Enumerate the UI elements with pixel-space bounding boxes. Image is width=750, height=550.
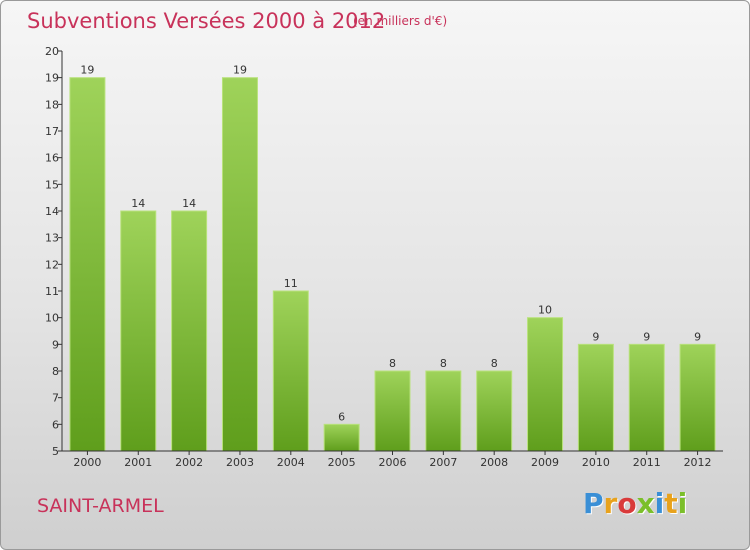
- x-tick-label-2012: 2012: [684, 456, 712, 469]
- data-label-2010: 9: [592, 330, 599, 343]
- logo-letter: o: [617, 487, 637, 520]
- chart-title: Subventions Versées 2000 à 2012: [27, 9, 386, 33]
- x-tick-label-2008: 2008: [480, 456, 508, 469]
- logo-letter: P: [583, 487, 604, 520]
- x-tick-label-2001: 2001: [124, 456, 152, 469]
- bar-2006: [374, 370, 411, 452]
- x-tick-label-2002: 2002: [175, 456, 203, 469]
- x-tick-label-2005: 2005: [328, 456, 356, 469]
- data-label-2011: 9: [643, 330, 650, 343]
- bars-group: [69, 77, 716, 452]
- y-tick-label-16: 16: [45, 152, 59, 165]
- bar-2003: [221, 77, 258, 452]
- data-label-2003: 19: [233, 64, 247, 77]
- data-label-2000: 19: [80, 64, 94, 77]
- bar-2005: [323, 423, 360, 452]
- data-label-2012: 9: [694, 330, 701, 343]
- logo-letter: x: [636, 487, 655, 520]
- y-tick-label-10: 10: [45, 312, 59, 325]
- logo-letter: r: [603, 487, 618, 520]
- y-tick-label-12: 12: [45, 258, 59, 271]
- bar-2007: [425, 370, 462, 452]
- data-label-2007: 8: [440, 357, 447, 370]
- x-tick-label-2009: 2009: [531, 456, 559, 469]
- x-tick-label-2011: 2011: [633, 456, 661, 469]
- axes-group: 2000 2001 2002 2003 2004 2005 2006 2007 2008 2009…: [45, 45, 723, 469]
- x-tick-label-2007: 2007: [429, 456, 457, 469]
- data-label-2009: 10: [538, 304, 552, 317]
- bar-2011: [628, 343, 665, 452]
- bar-2009: [527, 317, 564, 452]
- proxiti-logo: Proxiti: [583, 487, 687, 520]
- x-tick-label-2000: 2000: [73, 456, 101, 469]
- bar-2004: [272, 290, 309, 452]
- bar-2002: [171, 210, 208, 452]
- x-tick-label-2004: 2004: [277, 456, 305, 469]
- logo-letter: t: [664, 487, 678, 520]
- x-tick-label-2006: 2006: [379, 456, 407, 469]
- data-label-2002: 14: [182, 197, 196, 210]
- logo-letter: i: [677, 487, 688, 520]
- y-tick-label-20: 20: [45, 45, 59, 58]
- data-label-2006: 8: [389, 357, 396, 370]
- bar-2010: [577, 343, 614, 452]
- x-tick-label-2010: 2010: [582, 456, 610, 469]
- y-tick-label-9: 9: [52, 338, 59, 351]
- y-tick-label-15: 15: [45, 178, 59, 191]
- y-tick-label-6: 6: [52, 418, 59, 431]
- data-labels-group: 19 14 14 19 11 6 8 8 8 10 9 9 9: [80, 64, 701, 424]
- y-tick-label-18: 18: [45, 98, 59, 111]
- unit-note: (en milliers d'€): [353, 14, 448, 28]
- y-tick-label-5: 5: [52, 445, 59, 458]
- logo-letter: i: [654, 487, 665, 520]
- y-tick-label-8: 8: [52, 365, 59, 378]
- y-tick-label-13: 13: [45, 232, 59, 245]
- y-tick-label-17: 17: [45, 125, 59, 138]
- data-label-2008: 8: [491, 357, 498, 370]
- y-tick-label-11: 11: [45, 285, 59, 298]
- y-tick-label-19: 19: [45, 72, 59, 85]
- data-label-2001: 14: [131, 197, 145, 210]
- x-tick-label-2003: 2003: [226, 456, 254, 469]
- city-name: SAINT-ARMEL: [37, 495, 164, 517]
- y-tick-label-7: 7: [52, 392, 59, 405]
- bar-2001: [120, 210, 157, 452]
- data-label-2004: 11: [284, 277, 298, 290]
- bar-2000: [69, 77, 106, 452]
- bar-2012: [679, 343, 716, 452]
- data-label-2005: 6: [338, 410, 345, 423]
- y-tick-label-14: 14: [45, 205, 59, 218]
- bar-2008: [476, 370, 513, 452]
